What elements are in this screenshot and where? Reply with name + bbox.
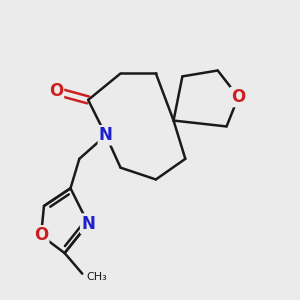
Text: O: O bbox=[49, 82, 63, 100]
Text: N: N bbox=[81, 214, 95, 232]
Text: O: O bbox=[231, 88, 245, 106]
Text: N: N bbox=[99, 126, 113, 144]
Text: O: O bbox=[34, 226, 48, 244]
Text: CH₃: CH₃ bbox=[87, 272, 107, 282]
